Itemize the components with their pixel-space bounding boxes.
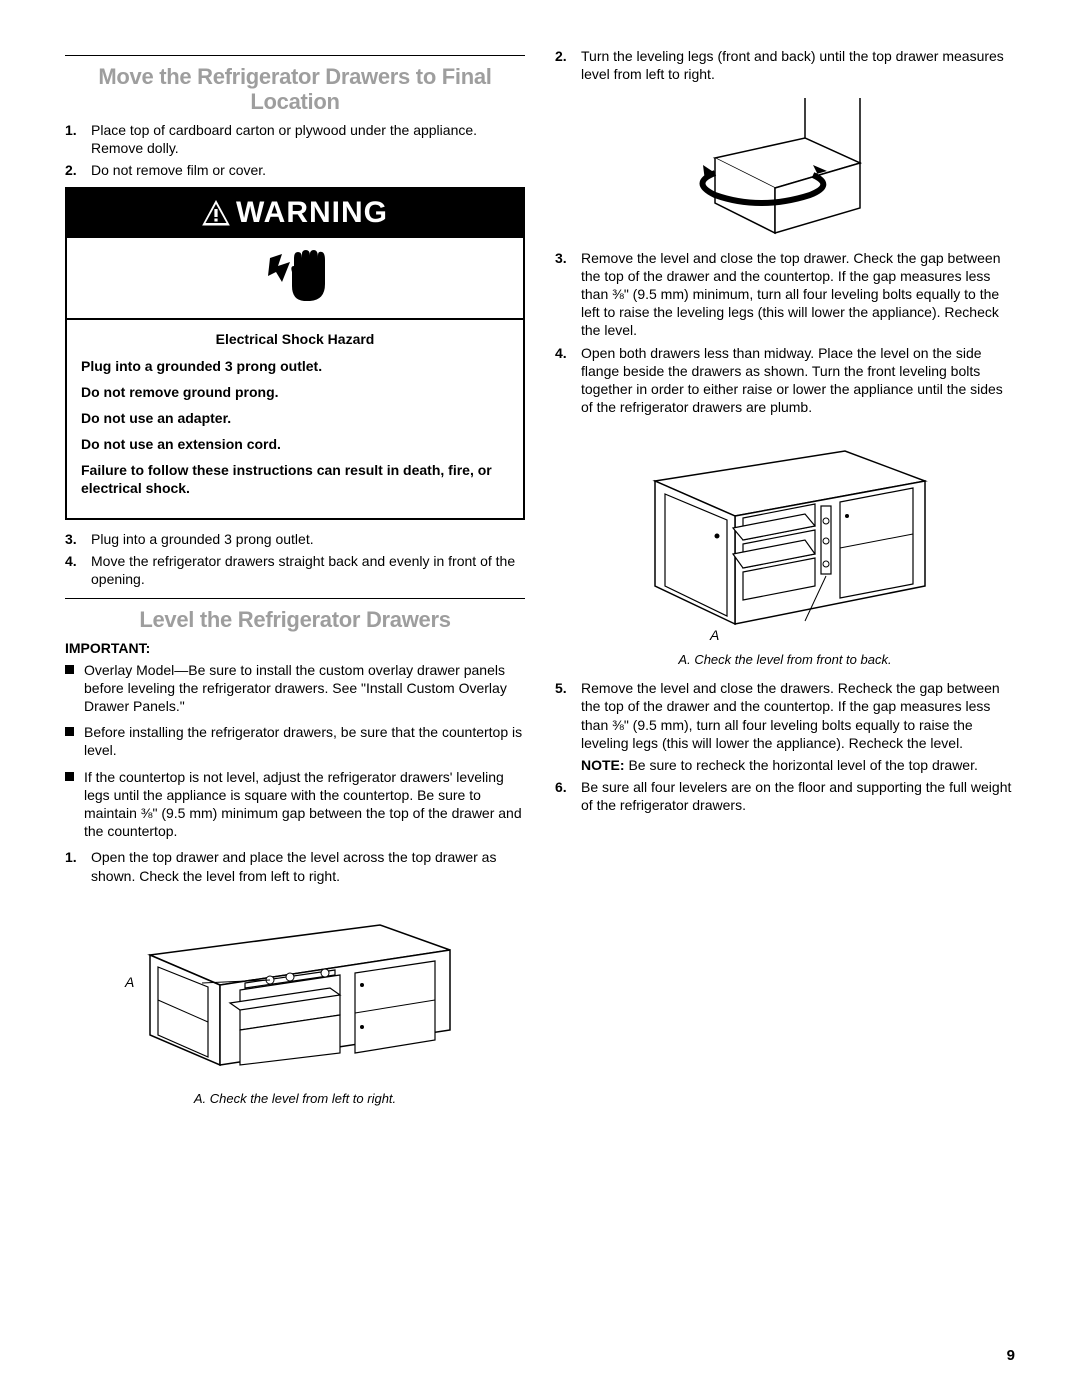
warning-title: WARNING (67, 189, 523, 238)
heading-move: Move the Refrigerator Drawers to Final L… (65, 64, 525, 115)
move-steps-b: 3. Plug into a grounded 3 prong outlet. … (65, 530, 525, 589)
list-item: 5. Remove the level and close the drawer… (555, 679, 1015, 774)
figure-caption: A. Check the level from front to back. (555, 652, 1015, 669)
note-label: NOTE: (581, 757, 625, 773)
step-text: Place top of cardboard carton or plywood… (91, 121, 525, 157)
warning-line: Do not use an adapter. (81, 409, 509, 427)
note-text: Be sure to recheck the horizontal level … (628, 757, 977, 773)
step-text: Move the refrigerator drawers straight b… (91, 552, 525, 588)
right-steps-b: 3. Remove the level and close the top dr… (555, 249, 1015, 417)
figure-caption: A. Check the level from left to right. (65, 1091, 525, 1108)
step-text: Open both drawers less than midway. Plac… (581, 344, 1015, 417)
warning-line: Do not remove ground prong. (81, 383, 509, 401)
level-steps: 1. Open the top drawer and place the lev… (65, 848, 525, 884)
left-column: Move the Refrigerator Drawers to Final L… (65, 45, 525, 1108)
divider (65, 598, 525, 599)
step-text: Open the top drawer and place the level … (91, 848, 525, 884)
right-column: 2. Turn the leveling legs (front and bac… (555, 45, 1015, 1108)
bullet-icon (65, 772, 74, 781)
list-item: 4. Move the refrigerator drawers straigh… (65, 552, 525, 588)
heading-level: Level the Refrigerator Drawers (65, 607, 525, 632)
warning-box: WARNING Electrical Shock Hazard Plug int… (65, 187, 525, 520)
divider (65, 55, 525, 56)
shock-hand-icon (260, 246, 330, 306)
bullet-text: Before installing the refrigerator drawe… (84, 723, 525, 759)
bullet-text: If the countertop is not level, adjust t… (84, 768, 525, 841)
figure-leveling-leg (555, 93, 1015, 242)
list-item: 6. Be sure all four levelers are on the … (555, 778, 1015, 814)
move-steps-a: 1. Place top of cardboard carton or plyw… (65, 121, 525, 180)
counter-drawing-2-icon (635, 426, 935, 636)
step-text: Be sure all four levelers are on the flo… (581, 778, 1015, 814)
important-label: IMPORTANT: (65, 639, 525, 657)
important-bullets: Overlay Model—Be sure to install the cus… (65, 661, 525, 841)
list-item: Overlay Model—Be sure to install the cus… (65, 661, 525, 716)
right-steps-c: 5. Remove the level and close the drawer… (555, 679, 1015, 814)
right-steps-a: 2. Turn the leveling legs (front and bac… (555, 47, 1015, 83)
list-item: If the countertop is not level, adjust t… (65, 768, 525, 841)
figure-counter-front-back: A (555, 426, 1015, 646)
list-item: 2. Do not remove film or cover. (65, 161, 525, 179)
step-text: Remove the level and close the top drawe… (581, 249, 1015, 340)
figure-label-a: A (710, 626, 719, 644)
figure-counter-left-right: A (65, 895, 525, 1085)
list-item: 4. Open both drawers less than midway. P… (555, 344, 1015, 417)
warning-line: Failure to follow these instructions can… (81, 461, 509, 497)
list-item: 3. Plug into a grounded 3 prong outlet. (65, 530, 525, 548)
step-number: 4. (555, 344, 573, 417)
step-text: Plug into a grounded 3 prong outlet. (91, 530, 314, 548)
figure-label-a: A (125, 973, 134, 991)
step-number: 2. (65, 161, 83, 179)
step-body: Remove the level and close the drawers. … (581, 679, 1015, 774)
shock-icon-row (67, 238, 523, 320)
warning-title-text: WARNING (236, 196, 388, 229)
leveling-leg-icon (685, 93, 885, 238)
list-item: 3. Remove the level and close the top dr… (555, 249, 1015, 340)
step-number: 3. (65, 530, 83, 548)
list-item: Before installing the refrigerator drawe… (65, 723, 525, 759)
list-item: 2. Turn the leveling legs (front and bac… (555, 47, 1015, 83)
step-number: 1. (65, 848, 83, 884)
counter-drawing-icon (130, 895, 460, 1070)
step-text: Turn the leveling legs (front and back) … (581, 47, 1015, 83)
step-number: 3. (555, 249, 573, 340)
bullet-icon (65, 727, 74, 736)
warning-body: Electrical Shock Hazard Plug into a grou… (67, 320, 523, 517)
bullet-text: Overlay Model—Be sure to install the cus… (84, 661, 525, 716)
list-item: 1. Place top of cardboard carton or plyw… (65, 121, 525, 157)
step-number: 1. (65, 121, 83, 157)
warning-line: Electrical Shock Hazard (81, 330, 509, 348)
alert-icon (202, 200, 230, 226)
list-item: 1. Open the top drawer and place the lev… (65, 848, 525, 884)
warning-line: Plug into a grounded 3 prong outlet. (81, 357, 509, 375)
step-number: 5. (555, 679, 573, 774)
warning-line: Do not use an extension cord. (81, 435, 509, 453)
bullet-icon (65, 665, 74, 674)
step-number: 4. (65, 552, 83, 588)
step-text: Remove the level and close the drawers. … (581, 680, 1000, 751)
page-content: Move the Refrigerator Drawers to Final L… (65, 45, 1015, 1108)
note-line: NOTE: Be sure to recheck the horizontal … (581, 756, 1015, 774)
step-text: Do not remove film or cover. (91, 161, 266, 179)
page-number: 9 (1007, 1346, 1015, 1366)
step-number: 6. (555, 778, 573, 814)
step-number: 2. (555, 47, 573, 83)
